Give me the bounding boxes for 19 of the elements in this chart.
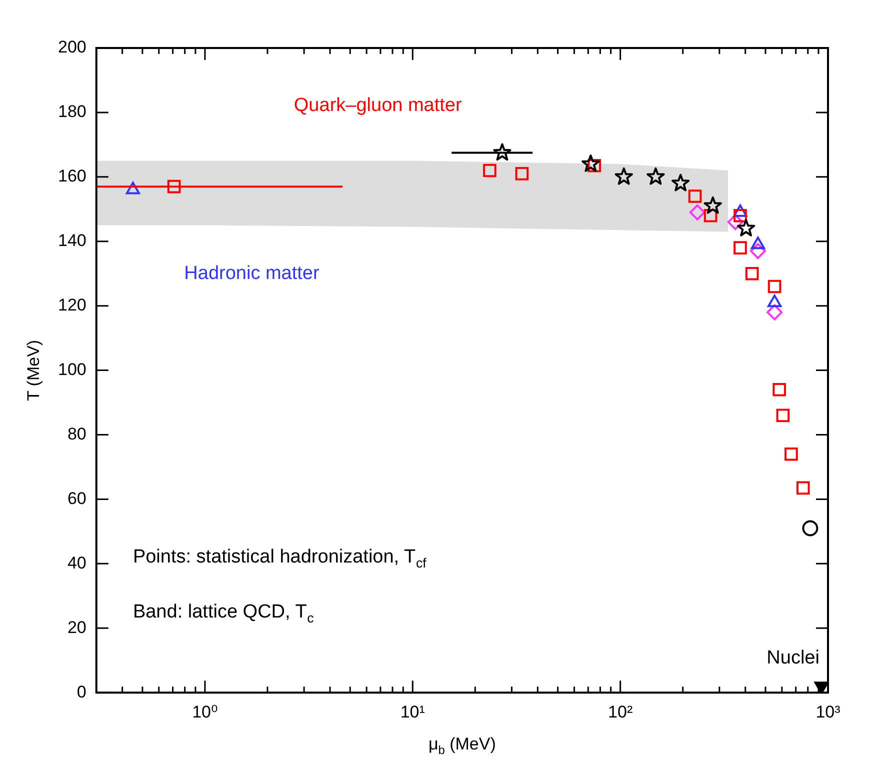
y-tick-label: 100 xyxy=(58,360,86,379)
y-tick-label: 80 xyxy=(67,424,86,444)
annotation: Quark–gluon matter xyxy=(294,95,462,116)
y-tick-label: 60 xyxy=(67,488,86,508)
y-tick-label: 200 xyxy=(58,38,86,57)
y-tick-label: 120 xyxy=(58,296,86,315)
annotation: Hadronic matter xyxy=(184,262,320,284)
y-tick-label: 0 xyxy=(76,682,86,702)
y-axis-title: T (MeV) xyxy=(24,340,44,401)
annotation: Nuclei xyxy=(766,647,820,668)
y-tick-label: 160 xyxy=(58,166,86,186)
x-tick-label: 10² xyxy=(608,702,633,722)
y-tick-label: 40 xyxy=(67,553,86,572)
x-tick-label: 10³ xyxy=(816,702,841,722)
y-tick-label: 140 xyxy=(58,231,86,250)
y-tick-label: 180 xyxy=(58,102,86,122)
x-tick-label: 10⁰ xyxy=(192,702,218,722)
x-tick-label: 10¹ xyxy=(400,702,426,722)
y-tick-label: 20 xyxy=(67,618,86,637)
